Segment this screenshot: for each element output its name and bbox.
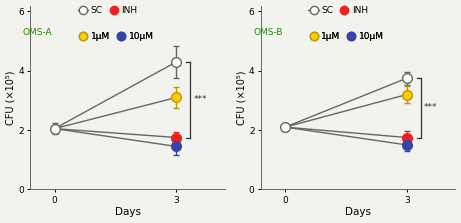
Text: ***: *** — [193, 95, 207, 104]
Legend: 1μM, 10μM: 1μM, 10μM — [308, 32, 384, 41]
Text: OMS-A: OMS-A — [23, 28, 52, 37]
X-axis label: Days: Days — [115, 207, 141, 217]
Y-axis label: CFU (×10⁵): CFU (×10⁵) — [6, 70, 16, 125]
Legend: 1μM, 10μM: 1μM, 10μM — [77, 32, 154, 41]
Text: OMS-B: OMS-B — [253, 28, 283, 37]
Text: ***: *** — [424, 103, 437, 112]
X-axis label: Days: Days — [345, 207, 371, 217]
Y-axis label: CFU (×10⁵): CFU (×10⁵) — [236, 70, 246, 125]
